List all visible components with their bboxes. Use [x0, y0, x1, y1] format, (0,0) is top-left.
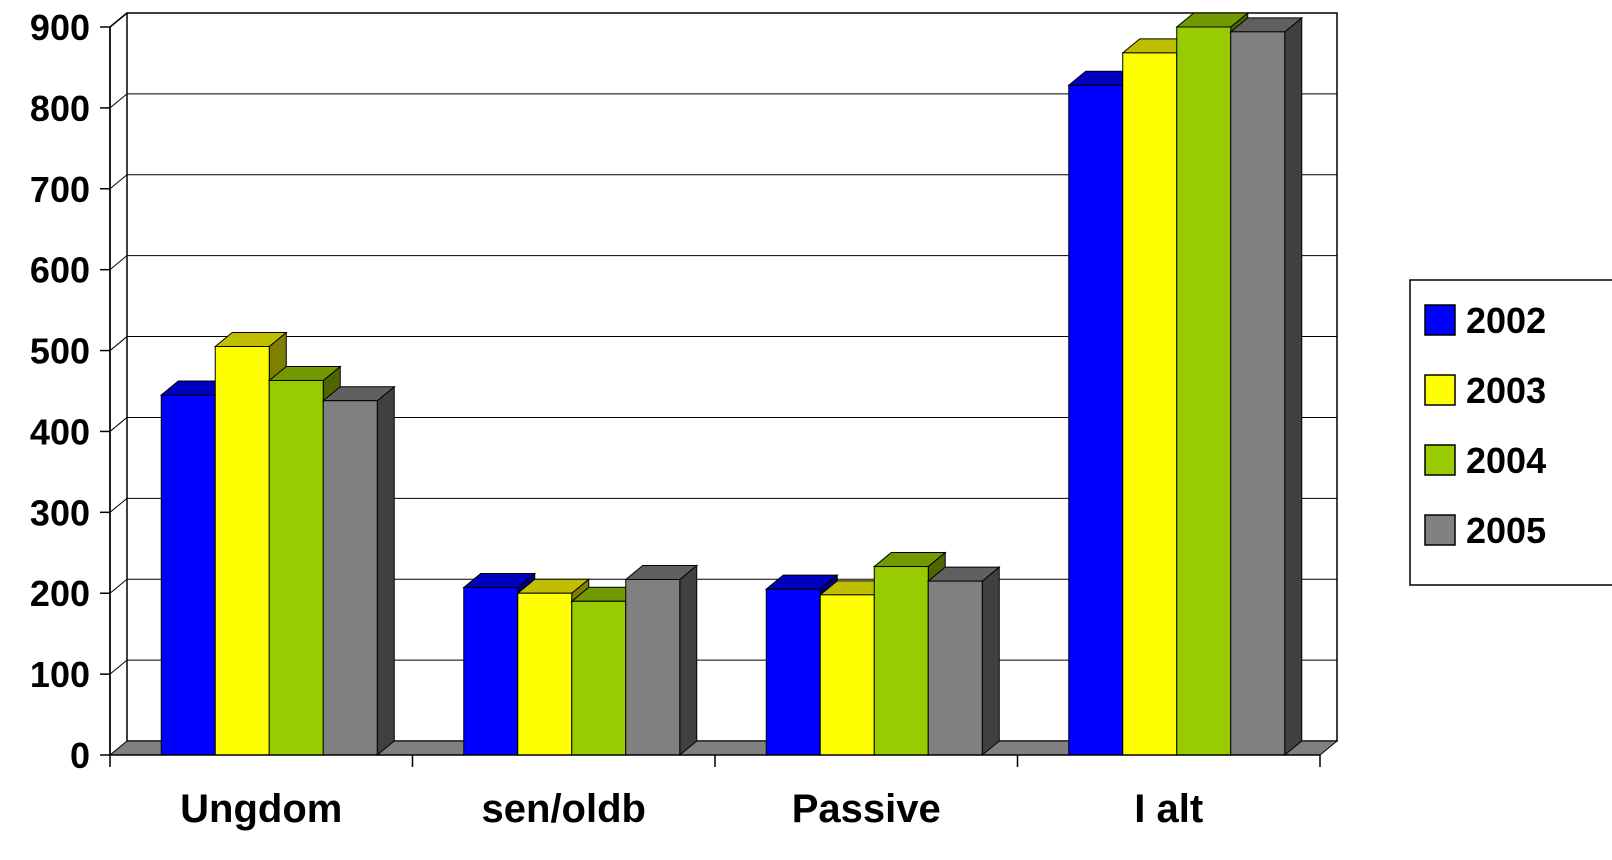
gridline-side: [109, 93, 128, 109]
bar-side: [376, 385, 395, 757]
legend: 2002 2003 2004 2005: [1409, 279, 1612, 586]
y-tick-label: 900: [30, 7, 90, 48]
gridline-side: [109, 255, 128, 271]
y-tick-label: 400: [30, 411, 90, 452]
bar-front: [1122, 52, 1178, 756]
bar: [624, 564, 699, 757]
bar-front: [1176, 26, 1232, 756]
legend-swatch: [1424, 514, 1456, 546]
bar-side: [1284, 16, 1303, 757]
legend-label: 2002: [1466, 300, 1546, 341]
bar-front: [1068, 84, 1124, 756]
bar-front: [463, 587, 519, 756]
x-axis: Ungdom sen/oldb Passive I alt: [109, 754, 1321, 831]
bar-front: [517, 592, 573, 756]
x-tick-label: Ungdom: [180, 787, 342, 831]
legend-label: 2005: [1466, 510, 1546, 551]
gridline-side: [109, 174, 128, 190]
y-tick-label: 200: [30, 573, 90, 614]
y-tick-label: 800: [30, 88, 90, 129]
y-tick-label: 700: [30, 169, 90, 210]
gridline-side: [109, 12, 128, 28]
y-tick-label: 300: [30, 492, 90, 533]
bar-front: [927, 580, 983, 756]
x-tick-label: I alt: [1134, 787, 1203, 831]
bar-front: [1230, 31, 1286, 756]
bars: [159, 11, 1304, 757]
gridline-side: [109, 417, 128, 432]
bar-front: [160, 394, 216, 756]
x-tick-label: Passive: [792, 787, 941, 831]
bar-front: [571, 600, 627, 756]
gridline-side: [109, 336, 128, 351]
legend-label: 2003: [1466, 370, 1546, 411]
bar: [1229, 16, 1304, 757]
bar-side: [981, 566, 1000, 757]
y-tick-label: 0: [70, 735, 90, 776]
legend-swatch: [1424, 304, 1456, 336]
bar-front: [873, 566, 929, 756]
bar-front: [625, 578, 681, 756]
bar-front: [765, 588, 821, 756]
bar-front: [214, 346, 270, 756]
bar-front: [819, 594, 875, 756]
y-tick-label: 100: [30, 654, 90, 695]
legend-swatch: [1424, 374, 1456, 406]
legend-label: 2004: [1466, 440, 1546, 481]
gridline-side: [109, 578, 128, 594]
gridline-side: [109, 497, 128, 513]
legend-swatch: [1424, 444, 1456, 476]
bar-front: [322, 400, 378, 756]
x-tick-label: sen/oldb: [482, 787, 646, 831]
bar-side: [679, 564, 698, 757]
y-tick-label: 500: [30, 331, 90, 372]
bar: [926, 566, 1001, 757]
y-tick-label: 600: [30, 250, 90, 291]
y-axis: 0 100 200 300 400 500 600 700 800 900: [30, 7, 111, 776]
bar-front: [268, 379, 324, 756]
bar: [321, 385, 396, 757]
gridline-side: [109, 659, 128, 675]
